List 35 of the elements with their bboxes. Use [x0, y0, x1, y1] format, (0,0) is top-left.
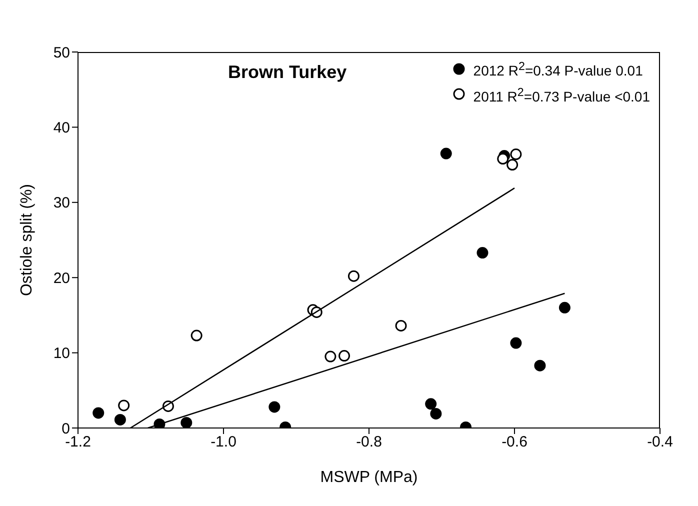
x-axis-title: MSWP (MPa) — [320, 469, 418, 486]
y-tick-label: 20 — [53, 270, 70, 287]
legend-label: 2012 R$^{2}$=0.34 P-value 0.01 — [473, 59, 643, 81]
point — [118, 400, 130, 412]
point — [440, 148, 452, 160]
point — [180, 416, 192, 428]
y-axis-title: Ostiole split (%) — [18, 184, 36, 296]
text: Brown Turkey — [228, 62, 347, 83]
point — [506, 159, 518, 171]
x-tick-label: -1.0 — [210, 434, 236, 451]
point — [425, 398, 437, 410]
legend-label: 2011 R$^{2}$=0.73 P-value <0.01 — [473, 84, 650, 106]
point — [154, 418, 166, 428]
y-tick-label: 40 — [53, 120, 70, 137]
point — [497, 153, 509, 165]
point — [324, 350, 336, 362]
point — [510, 337, 522, 349]
y-tick-label: 10 — [53, 345, 70, 362]
point — [534, 360, 546, 372]
point — [348, 270, 360, 282]
point — [268, 401, 280, 413]
y-tick-label: 30 — [53, 194, 70, 212]
x-tick-label: -0.4 — [647, 434, 673, 451]
point — [476, 247, 488, 259]
point — [395, 320, 407, 332]
y-tick-label: 50 — [53, 44, 70, 62]
point — [338, 350, 350, 362]
point — [114, 414, 126, 426]
point — [510, 148, 522, 160]
x-tick-label: -0.8 — [356, 434, 382, 451]
point — [430, 408, 442, 420]
point — [92, 407, 104, 419]
point — [558, 302, 570, 314]
x-tick-label: -0.6 — [502, 434, 528, 451]
point — [190, 330, 202, 342]
